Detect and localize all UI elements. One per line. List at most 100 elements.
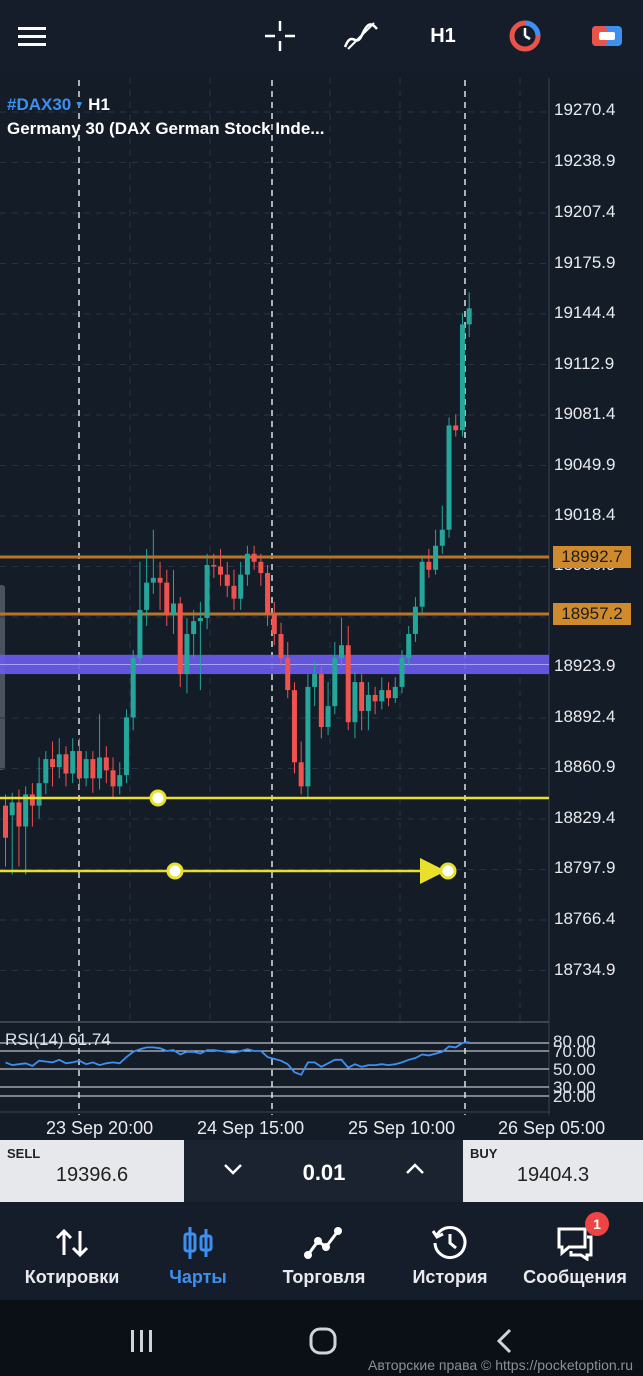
candle-body [177, 603, 183, 675]
candle-body [466, 308, 472, 325]
hamburger-icon[interactable] [12, 14, 52, 58]
candle-body [453, 425, 459, 431]
chevron-up-icon[interactable] [405, 1162, 425, 1176]
sell-button[interactable]: SELL 19396.6 [0, 1140, 184, 1202]
price-tick-label: 19270.4 [554, 100, 616, 119]
lot-value[interactable]: 0.01 [302, 1160, 346, 1185]
candle-body [251, 553, 257, 562]
arrow-line-anchor [166, 862, 184, 880]
candle-body [365, 694, 371, 711]
nav-trade[interactable]: Торговля [260, 1203, 388, 1300]
candle-body [191, 621, 197, 634]
candle-body [97, 757, 103, 779]
price-tick-label: 19175.9 [554, 253, 616, 272]
candle-body [16, 802, 22, 827]
candle-body [379, 690, 385, 702]
bottom-navigation: Котировки Чарты Торговля История Сообщен… [0, 1203, 643, 1300]
candle-body [372, 694, 378, 702]
crosshair-icon[interactable] [260, 14, 300, 58]
candle-body [123, 717, 129, 776]
candle-body [312, 674, 318, 687]
buy-label: BUY [470, 1146, 498, 1161]
nav-quotes[interactable]: Котировки [8, 1203, 136, 1300]
candle-body [231, 585, 237, 599]
price-tick-label: 18829.4 [554, 808, 616, 827]
indicators-icon[interactable] [340, 14, 382, 58]
time-tick-label: 24 Sep 15:00 [197, 1118, 305, 1138]
home-icon[interactable] [308, 1326, 338, 1356]
candle-body [271, 614, 277, 634]
candle-body [265, 573, 271, 615]
candle-body [345, 645, 351, 723]
instrument-symbol[interactable]: #DAX30 ▼ H1 [7, 95, 110, 114]
rsi-tick-label: 30.00 [553, 1078, 596, 1097]
candle-body [238, 574, 244, 599]
candle-body [3, 805, 8, 838]
candle-body [197, 617, 203, 622]
rsi-tick-label: 70.00 [553, 1042, 596, 1061]
price-tick-label: 19018.4 [554, 505, 616, 524]
candle-body [36, 783, 42, 806]
price-tick-label: 18766.4 [554, 909, 616, 928]
arrow-line-anchor [439, 862, 457, 880]
candle-body [204, 565, 210, 618]
candle-body [103, 757, 109, 771]
candle-body [76, 751, 82, 779]
candle-body [90, 759, 96, 779]
nav-label: Сообщения [523, 1267, 627, 1287]
price-tick-label: 19207.4 [554, 202, 616, 221]
buy-button[interactable]: BUY 19404.3 [463, 1140, 643, 1202]
candle-body [439, 529, 445, 546]
history-icon [431, 1226, 467, 1259]
rsi-line [5, 1041, 470, 1076]
price-chart[interactable] [0, 78, 643, 1140]
candle-body [50, 759, 56, 768]
line-label-lower: 18957.2 [553, 603, 631, 625]
symbol-timeframe: H1 [88, 95, 110, 114]
charts-icon [183, 1227, 213, 1259]
candle-body [298, 762, 304, 787]
candle-body [359, 682, 365, 711]
candle-body [117, 775, 123, 787]
rsi-tick-label: 20.00 [553, 1087, 596, 1106]
candle-body [150, 577, 156, 583]
timeframe-button[interactable]: H1 [430, 24, 456, 47]
clock-icon[interactable] [505, 14, 545, 58]
candle-body [130, 658, 136, 718]
candle-body [224, 574, 230, 586]
sell-price: 19396.6 [55, 1164, 129, 1186]
arrow-head [420, 858, 446, 884]
candle-body [386, 690, 392, 699]
candle-body [211, 565, 217, 567]
price-tick-label: 19238.9 [554, 151, 616, 170]
candle-body [70, 751, 76, 774]
candle-body [412, 606, 418, 634]
candle-body [433, 545, 439, 570]
candle-body [352, 682, 358, 723]
toggle-icon[interactable] [587, 14, 627, 58]
candle-body [278, 633, 284, 659]
candle-body [171, 603, 176, 615]
candle-body [184, 633, 190, 675]
candle-body [164, 582, 170, 615]
candle-body [43, 759, 49, 784]
candle-body [9, 802, 15, 816]
candle-body [325, 706, 331, 728]
trade-icon [304, 1227, 342, 1259]
back-icon[interactable] [494, 1327, 516, 1355]
nav-history[interactable]: История [386, 1203, 514, 1300]
trend-line-anchor [149, 789, 167, 807]
side-panel-handle[interactable] [0, 585, 5, 770]
candle-body [392, 686, 398, 699]
candle-body [157, 577, 163, 583]
price-tick-label: 18734.9 [554, 960, 616, 979]
candle-body [399, 658, 405, 687]
chevron-down-icon[interactable] [223, 1162, 243, 1176]
recent-apps-icon[interactable] [128, 1328, 156, 1354]
time-tick-label: 25 Sep 10:00 [348, 1118, 456, 1138]
system-navigation-bar [0, 1300, 643, 1376]
rsi-label: RSI(14) 61.74 [5, 1030, 111, 1049]
candle-body [459, 324, 465, 431]
nav-charts[interactable]: Чарты [134, 1203, 262, 1300]
nav-messages[interactable]: Сообщения [511, 1203, 639, 1300]
